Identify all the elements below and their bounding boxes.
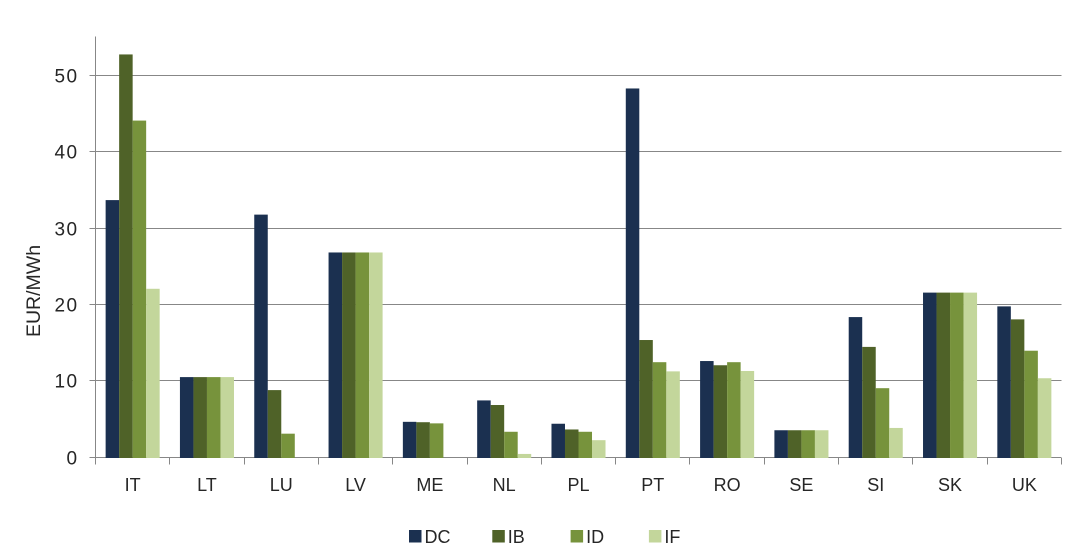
svg-text:PL: PL: [567, 475, 589, 495]
svg-text:IT: IT: [125, 475, 141, 495]
svg-text:IF: IF: [664, 527, 680, 547]
svg-text:20: 20: [54, 295, 78, 316]
svg-text:LT: LT: [197, 475, 217, 495]
svg-text:SK: SK: [938, 475, 962, 495]
svg-text:NL: NL: [493, 475, 516, 495]
svg-text:ID: ID: [586, 527, 604, 547]
svg-text:30: 30: [54, 219, 78, 240]
svg-text:40: 40: [54, 142, 78, 163]
svg-text:RO: RO: [714, 475, 741, 495]
svg-text:DC: DC: [425, 527, 451, 547]
svg-text:LV: LV: [345, 475, 366, 495]
svg-text:EUR/MWh: EUR/MWh: [23, 245, 45, 337]
svg-text:10: 10: [54, 371, 78, 392]
svg-text:IB: IB: [508, 527, 525, 547]
svg-text:SE: SE: [789, 475, 813, 495]
svg-text:UK: UK: [1012, 475, 1037, 495]
svg-text:50: 50: [54, 66, 78, 87]
svg-text:ME: ME: [416, 475, 443, 495]
svg-text:0: 0: [67, 448, 79, 469]
svg-text:LU: LU: [270, 475, 293, 495]
svg-text:SI: SI: [867, 475, 884, 495]
svg-text:PT: PT: [641, 475, 664, 495]
